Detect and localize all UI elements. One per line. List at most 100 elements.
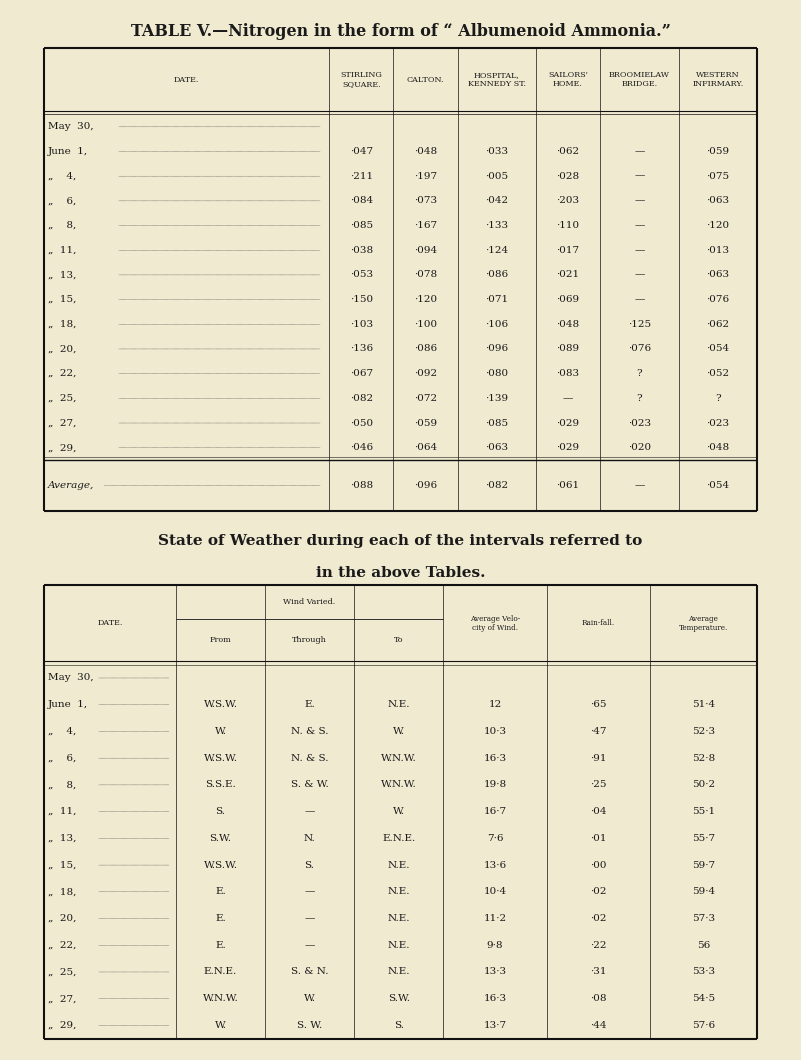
Text: 50·2: 50·2 bbox=[692, 780, 715, 790]
Text: BROOMIELAW
BRIDGE.: BROOMIELAW BRIDGE. bbox=[609, 71, 670, 88]
Text: 11·2: 11·2 bbox=[483, 914, 506, 923]
Text: 52·8: 52·8 bbox=[692, 754, 715, 762]
Text: „  29,: „ 29, bbox=[48, 443, 76, 453]
Text: ·25: ·25 bbox=[590, 780, 606, 790]
Text: 54·5: 54·5 bbox=[692, 994, 715, 1003]
Text: ·082: ·082 bbox=[350, 394, 372, 403]
Text: ·120: ·120 bbox=[706, 222, 729, 230]
Text: DATE.: DATE. bbox=[174, 75, 199, 84]
Text: S.W.: S.W. bbox=[388, 994, 410, 1003]
Text: „  27,: „ 27, bbox=[48, 419, 76, 427]
Text: ·133: ·133 bbox=[485, 222, 509, 230]
Text: ·033: ·033 bbox=[485, 147, 509, 156]
Text: E.: E. bbox=[215, 941, 226, 950]
Text: SAILORS'
HOME.: SAILORS' HOME. bbox=[548, 71, 588, 88]
Text: E.: E. bbox=[215, 914, 226, 923]
Text: June  1,: June 1, bbox=[48, 147, 88, 156]
Text: Rain-fall.: Rain-fall. bbox=[582, 619, 615, 628]
Text: ·075: ·075 bbox=[706, 172, 729, 180]
Text: CALTON.: CALTON. bbox=[407, 75, 445, 84]
Text: ·063: ·063 bbox=[706, 270, 729, 280]
Text: ·048: ·048 bbox=[414, 147, 437, 156]
Text: „  13,: „ 13, bbox=[48, 834, 76, 843]
Text: ·150: ·150 bbox=[350, 295, 372, 304]
Text: ·086: ·086 bbox=[414, 344, 437, 353]
Text: S. W.: S. W. bbox=[297, 1021, 322, 1030]
Text: E.N.E.: E.N.E. bbox=[382, 834, 416, 843]
Text: „  13,: „ 13, bbox=[48, 270, 76, 280]
Text: „  25,: „ 25, bbox=[48, 968, 76, 976]
Text: —: — bbox=[634, 270, 645, 280]
Text: ·31: ·31 bbox=[590, 968, 606, 976]
Text: 12: 12 bbox=[489, 701, 501, 709]
Text: ·110: ·110 bbox=[557, 222, 580, 230]
Text: ·082: ·082 bbox=[485, 481, 509, 490]
Text: ·017: ·017 bbox=[557, 246, 580, 254]
Text: ·046: ·046 bbox=[350, 443, 372, 453]
Text: W.S.W.: W.S.W. bbox=[203, 754, 237, 762]
Text: N.E.: N.E. bbox=[388, 861, 410, 869]
Text: „  11,: „ 11, bbox=[48, 246, 76, 254]
Text: „    4,: „ 4, bbox=[48, 727, 76, 736]
Text: ·088: ·088 bbox=[350, 481, 372, 490]
Text: ·096: ·096 bbox=[414, 481, 437, 490]
Text: May  30,: May 30, bbox=[48, 122, 94, 131]
Text: ·089: ·089 bbox=[557, 344, 580, 353]
Text: ·103: ·103 bbox=[350, 320, 372, 329]
Text: ·211: ·211 bbox=[350, 172, 372, 180]
Text: 13·7: 13·7 bbox=[483, 1021, 506, 1030]
Text: 59·7: 59·7 bbox=[692, 861, 715, 869]
Text: ·071: ·071 bbox=[485, 295, 509, 304]
Text: 52·3: 52·3 bbox=[692, 727, 715, 736]
Text: ·078: ·078 bbox=[414, 270, 437, 280]
Text: ·052: ·052 bbox=[706, 369, 729, 378]
Text: S. & N.: S. & N. bbox=[291, 968, 328, 976]
Text: in the above Tables.: in the above Tables. bbox=[316, 566, 485, 580]
Text: „  22,: „ 22, bbox=[48, 941, 76, 950]
Text: ·021: ·021 bbox=[557, 270, 580, 280]
Text: S.: S. bbox=[394, 1021, 404, 1030]
Text: ·053: ·053 bbox=[350, 270, 372, 280]
Text: 51·4: 51·4 bbox=[692, 701, 715, 709]
Text: „    4,: „ 4, bbox=[48, 172, 76, 180]
Text: ·023: ·023 bbox=[706, 419, 729, 427]
Text: ·020: ·020 bbox=[628, 443, 651, 453]
Text: ·47: ·47 bbox=[590, 727, 606, 736]
Text: ·061: ·061 bbox=[557, 481, 580, 490]
Text: ·050: ·050 bbox=[350, 419, 372, 427]
Text: HOSPITAL,
KENNEDY ST.: HOSPITAL, KENNEDY ST. bbox=[468, 71, 525, 88]
Text: —: — bbox=[304, 807, 315, 816]
Text: N.E.: N.E. bbox=[388, 701, 410, 709]
Text: ·048: ·048 bbox=[706, 443, 729, 453]
Text: ·44: ·44 bbox=[590, 1021, 606, 1030]
Text: ·106: ·106 bbox=[485, 320, 509, 329]
Text: ·91: ·91 bbox=[590, 754, 606, 762]
Text: —: — bbox=[304, 941, 315, 950]
Text: WESTERN
INFIRMARY.: WESTERN INFIRMARY. bbox=[692, 71, 743, 88]
Text: ·203: ·203 bbox=[557, 196, 580, 206]
Text: ·083: ·083 bbox=[557, 369, 580, 378]
Text: ·028: ·028 bbox=[557, 172, 580, 180]
Text: E.: E. bbox=[215, 887, 226, 897]
Text: ·125: ·125 bbox=[628, 320, 651, 329]
Text: 56: 56 bbox=[697, 941, 710, 950]
Text: ·167: ·167 bbox=[414, 222, 437, 230]
Text: ·073: ·073 bbox=[414, 196, 437, 206]
Text: ·085: ·085 bbox=[350, 222, 372, 230]
Text: —: — bbox=[634, 246, 645, 254]
Text: —: — bbox=[634, 295, 645, 304]
Text: To: To bbox=[394, 636, 404, 644]
Text: W.: W. bbox=[392, 807, 405, 816]
Text: 53·3: 53·3 bbox=[692, 968, 715, 976]
Text: ·054: ·054 bbox=[706, 344, 729, 353]
Text: ·048: ·048 bbox=[557, 320, 580, 329]
Text: —: — bbox=[634, 196, 645, 206]
Text: Wind Varied.: Wind Varied. bbox=[284, 598, 336, 606]
Text: ·22: ·22 bbox=[590, 941, 606, 950]
Text: ·096: ·096 bbox=[485, 344, 509, 353]
Text: 9·8: 9·8 bbox=[487, 941, 503, 950]
Text: ·062: ·062 bbox=[706, 320, 729, 329]
Text: ·04: ·04 bbox=[590, 807, 606, 816]
Text: State of Weather during each of the intervals referred to: State of Weather during each of the inte… bbox=[159, 534, 642, 548]
Text: ·080: ·080 bbox=[485, 369, 509, 378]
